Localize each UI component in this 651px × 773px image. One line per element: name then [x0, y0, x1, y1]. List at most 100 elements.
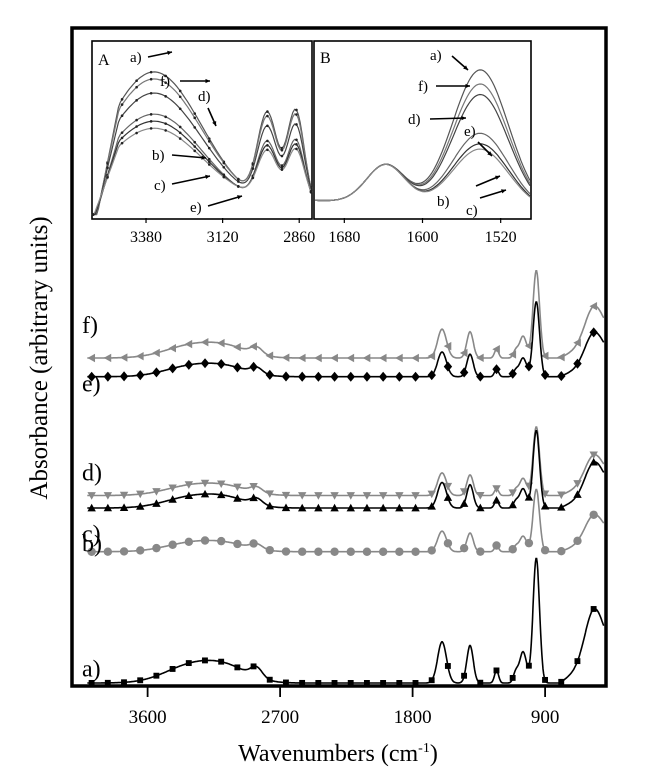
inset-a-curve-label-1: f): [160, 74, 170, 90]
series-marker-0: [525, 662, 532, 669]
inset-a-point: [149, 127, 153, 130]
series-marker-6: [573, 338, 581, 347]
series-marker-3: [540, 490, 550, 499]
inset-b-curves: [315, 69, 531, 202]
series-marker-0: [283, 679, 289, 686]
inset-a-point: [193, 145, 197, 148]
series-marker-3: [492, 485, 501, 493]
inset-a-curve-label-0: a): [130, 50, 142, 66]
series-marker-2: [573, 536, 582, 546]
series-marker-4: [459, 499, 469, 507]
inset-a-point: [193, 126, 197, 129]
series-marker-2: [557, 546, 566, 556]
series-marker-3: [119, 491, 129, 500]
series-marker-7: [346, 371, 355, 382]
series-marker-3: [362, 492, 372, 500]
inset-a-arrowhead-1: [205, 78, 210, 84]
series-marker-3: [476, 492, 485, 500]
series-marker-2: [330, 547, 339, 556]
series-marker-7: [362, 371, 372, 382]
series-marker-0: [104, 679, 111, 686]
inset-a-point: [237, 177, 240, 181]
inset-a-point: [178, 107, 182, 111]
series-marker-2: [168, 540, 177, 549]
series-label-3: d): [82, 460, 102, 486]
series-line-6: [87, 270, 605, 359]
series-label-5: e): [82, 372, 101, 398]
series-marker-4: [297, 503, 307, 512]
inset-a-point: [266, 110, 269, 113]
series-marker-6: [378, 353, 387, 363]
series-marker-7: [103, 371, 113, 382]
series-marker-7: [184, 359, 194, 370]
series-marker-6: [476, 353, 484, 363]
series-marker-2: [184, 537, 194, 547]
inset-a-tick-label-1: 3120: [207, 229, 239, 246]
series-marker-4: [346, 503, 355, 512]
inset-b-label: B: [320, 50, 331, 67]
inset-a-arrowhead-0: [167, 50, 172, 56]
series-marker-7: [168, 363, 177, 374]
inset-a-point: [135, 118, 138, 122]
series-marker-6: [103, 353, 112, 363]
inset-a-point: [207, 160, 211, 164]
series-marker-0: [493, 667, 500, 674]
series-marker-6: [427, 351, 436, 361]
inset-b: B 1680 1600 1520 a)f) d) e) b) c): [313, 40, 532, 246]
series-marker-2: [346, 547, 355, 556]
series-marker-7: [492, 364, 501, 375]
inset-a-point: [120, 114, 124, 117]
inset-a-point: [135, 79, 138, 83]
series-marker-2: [265, 545, 275, 555]
series-label-1: b): [82, 532, 102, 558]
series-marker-0: [250, 663, 257, 670]
series-marker-0: [477, 679, 484, 686]
main-spectra-layer: [87, 270, 605, 686]
series-marker-4: [87, 503, 96, 512]
series-marker-0: [542, 676, 548, 683]
series-marker-2: [281, 547, 291, 556]
series-marker-4: [540, 501, 550, 510]
series-marker-6: [233, 342, 241, 352]
inset-a-arrowhead-3: [201, 155, 206, 160]
series-marker-2: [200, 536, 210, 545]
x-tick-label-0: 3600: [129, 707, 167, 728]
series-marker-7: [557, 371, 566, 382]
series-marker-7: [119, 371, 129, 382]
plot-frame: [70, 26, 608, 688]
series-marker-3: [411, 492, 420, 500]
series-marker-3: [297, 492, 307, 500]
series-marker-7: [87, 371, 96, 382]
series-marker-4: [119, 503, 129, 511]
series-marker-3: [395, 492, 404, 500]
series-marker-7: [152, 367, 161, 378]
series-marker-4: [233, 494, 242, 502]
series-marker-4: [362, 503, 372, 512]
inset-a-point: [91, 213, 95, 216]
inset-a-curve-label-5: e): [190, 200, 202, 216]
inset-a-point: [149, 120, 153, 123]
inset-b-curve-5: [315, 148, 531, 202]
series-marker-2: [443, 539, 453, 548]
inset-a-tick-label-0: 3380: [130, 229, 162, 246]
series-marker-2: [492, 541, 501, 550]
series-marker-6: [136, 351, 144, 361]
series-marker-7: [540, 369, 550, 380]
inset-a-point: [295, 113, 298, 116]
series-marker-2: [378, 547, 388, 556]
x-tick-label-2: 1800: [394, 707, 432, 728]
inset-a-point: [207, 146, 211, 150]
series-marker-0: [509, 674, 516, 681]
series-marker-3: [152, 488, 161, 496]
series-marker-0: [461, 672, 468, 679]
series-marker-3: [427, 490, 436, 499]
series-marker-2: [540, 546, 550, 555]
series-marker-4: [395, 503, 404, 512]
inset-a-point: [193, 116, 197, 120]
inset-a-point: [120, 131, 124, 134]
inset-b-curve-label-1: f): [418, 79, 428, 95]
series-marker-6: [297, 353, 306, 363]
inset-a-point: [193, 149, 197, 153]
series-marker-4: [573, 490, 582, 498]
